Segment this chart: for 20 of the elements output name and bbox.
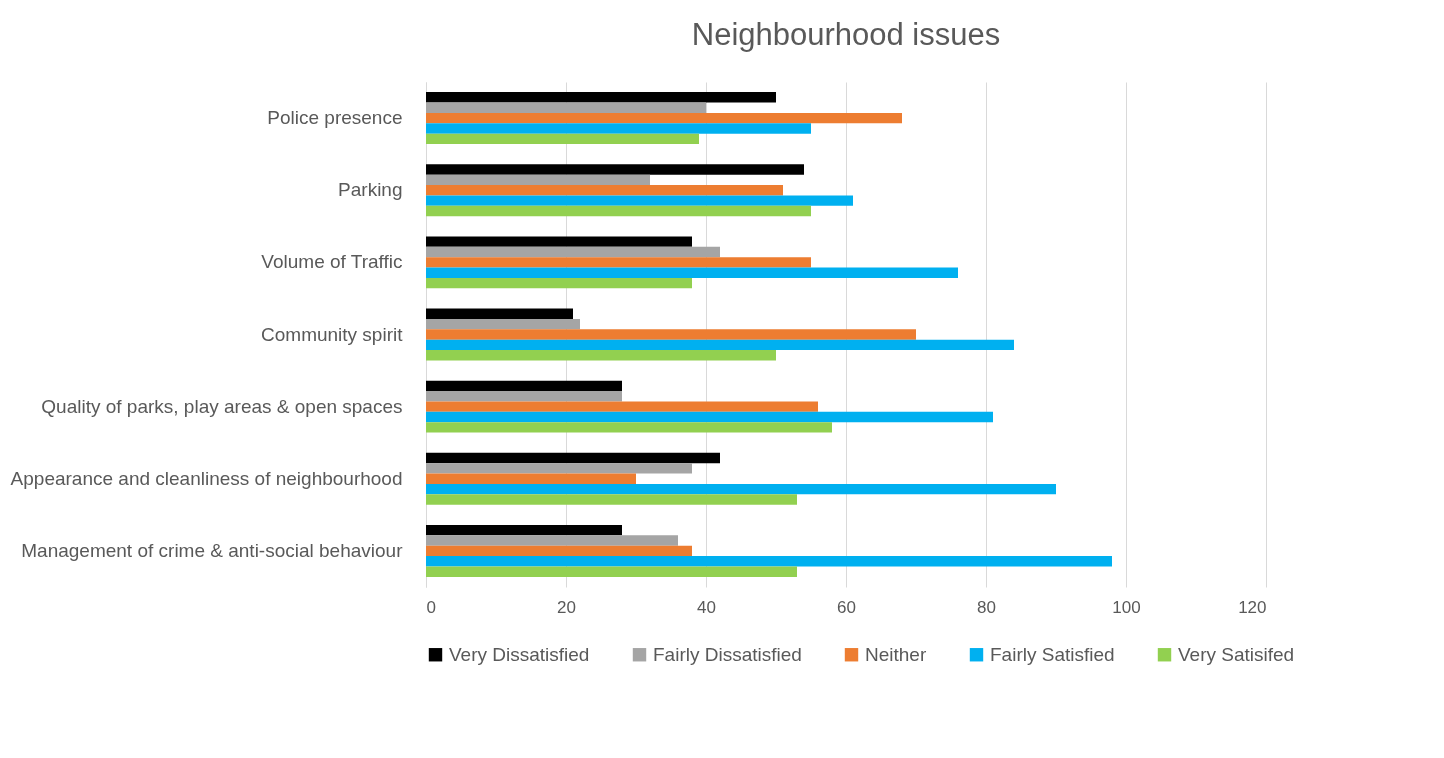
legend-label: Fairly Dissatisfied xyxy=(653,643,802,665)
y-tick-label: Quality of parks, play areas & open spaces xyxy=(41,395,403,417)
x-tick-label: 60 xyxy=(837,597,856,617)
x-tick-label: 20 xyxy=(557,597,576,617)
chart-title: Neighbourhood issues xyxy=(691,17,1001,52)
x-tick-label: 100 xyxy=(1112,597,1141,617)
y-tick-label: Volume of Traffic xyxy=(261,251,403,273)
y-tick-label: Police presence xyxy=(267,107,403,129)
legend-label: Very Dissatisfied xyxy=(449,643,590,665)
legend-label: Very Satisifed xyxy=(1178,643,1295,665)
legend-label: Neither xyxy=(865,643,927,665)
y-tick-label: Parking xyxy=(338,179,403,201)
x-tick-label: 40 xyxy=(697,597,716,617)
y-tick-label: Management of crime & anti-social behaviour xyxy=(21,539,404,561)
x-tick-label: 120 xyxy=(1238,597,1267,617)
legend-label: Fairly Satisfied xyxy=(990,643,1115,665)
x-tick-label: 80 xyxy=(977,597,996,617)
y-tick-label: Appearance and cleanliness of neighbourhood xyxy=(10,467,403,489)
x-tick-label: 0 xyxy=(426,597,436,617)
y-tick-label: Community spirit xyxy=(261,323,404,345)
